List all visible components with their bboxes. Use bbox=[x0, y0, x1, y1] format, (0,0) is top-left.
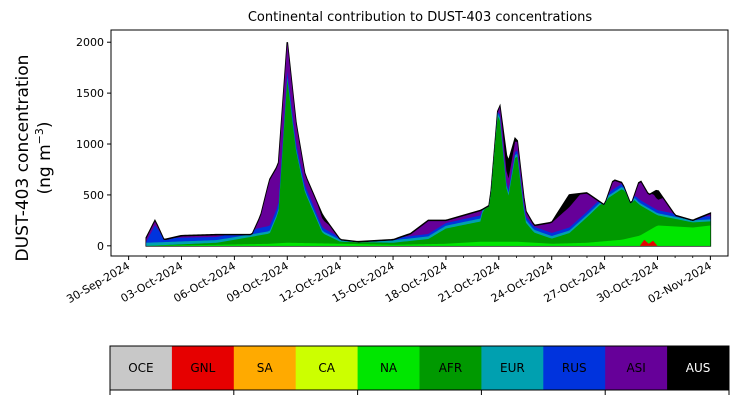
legend-frame bbox=[109, 345, 730, 391]
y-tick-label: 1500 bbox=[76, 87, 104, 100]
legend-swatch-gnl bbox=[171, 346, 235, 390]
legend-label-na: NA bbox=[380, 361, 398, 375]
y-tick-label: 500 bbox=[83, 189, 104, 202]
legend-swatch-rus bbox=[543, 346, 606, 390]
legend-label-ca: CA bbox=[318, 361, 335, 375]
legend-label-aus: AUS bbox=[686, 361, 711, 375]
y-tick-label: 0 bbox=[97, 240, 104, 253]
legend: OCE GNL SA CA NA AFR EUR RUS ASI AUS bbox=[109, 345, 730, 395]
legend-swatch-afr bbox=[419, 346, 482, 390]
plot-area bbox=[145, 42, 712, 247]
legend-label-afr: AFR bbox=[439, 361, 462, 375]
plot-frame bbox=[110, 29, 729, 257]
y-axis-unit-text: (ng m bbox=[35, 144, 55, 194]
legend-label-oce: OCE bbox=[128, 361, 153, 375]
y-axis-unit-exponent: −3 bbox=[33, 128, 46, 144]
legend-label-sa: SA bbox=[257, 361, 274, 375]
y-axis-unit-close: ) bbox=[35, 121, 55, 128]
y-tick-label: 2000 bbox=[76, 36, 104, 49]
y-tick-label: 1000 bbox=[76, 138, 104, 151]
legend-swatch-asi bbox=[605, 346, 668, 390]
legend-swatch-na bbox=[357, 346, 420, 390]
legend-swatch-aus bbox=[667, 346, 730, 390]
y-axis-label: DUST-403 concentration bbox=[13, 55, 33, 262]
legend-swatch-ca bbox=[295, 346, 359, 390]
legend-swatch-oce bbox=[110, 346, 173, 390]
series-gnl bbox=[639, 239, 658, 246]
legend-label-gnl: GNL bbox=[190, 361, 215, 375]
legend-label-asi: ASI bbox=[626, 361, 645, 375]
y-axis-unit: (ng m−3) bbox=[33, 121, 55, 194]
legend-label-rus: RUS bbox=[562, 361, 587, 375]
legend-swatch-sa bbox=[233, 346, 297, 390]
legend-swatch-eur bbox=[481, 346, 544, 390]
series-afr bbox=[146, 79, 711, 246]
axes: 050010001500200030-Sep-202403-Oct-202406… bbox=[64, 29, 729, 306]
chart-title: Continental contribution to DUST-403 con… bbox=[248, 10, 593, 25]
legend-label-eur: EUR bbox=[500, 361, 525, 375]
